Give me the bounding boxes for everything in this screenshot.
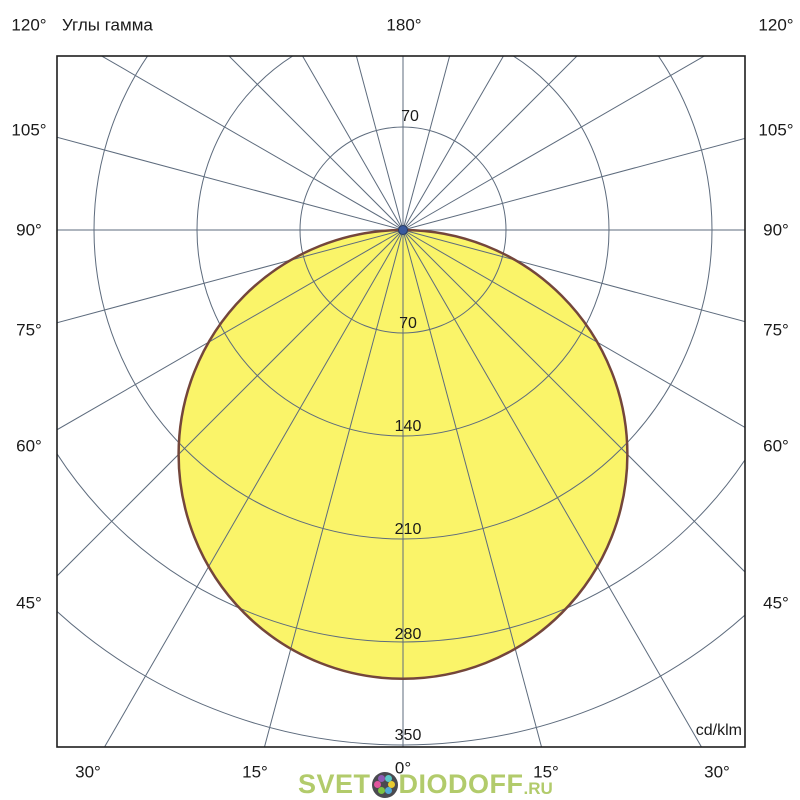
gamma-radial-330 — [103, 229, 404, 747]
watermark-text-ru: .RU — [523, 779, 553, 798]
gamma-label-right-45: 45° — [763, 593, 789, 613]
gamma-label-left-90: 90° — [16, 220, 42, 240]
logo-dot — [374, 781, 382, 788]
unit-label: cd/klm — [695, 722, 742, 739]
intensity-tick-210: 210 — [394, 521, 422, 538]
watermark-logo-icon — [371, 771, 398, 798]
gamma-radial-120 — [402, 56, 706, 231]
chart-frame — [56, 55, 746, 748]
intensity-tick-70-upper: 70 — [401, 108, 419, 125]
gamma-radial-255 — [57, 136, 404, 231]
pole-dot — [398, 225, 408, 235]
intensity-tick-140: 140 — [394, 418, 422, 435]
gamma-radial-315 — [57, 229, 404, 577]
gamma-label-left-105: 105° — [11, 120, 47, 140]
intensity-tick-350: 350 — [394, 727, 422, 744]
gamma-radial-15 — [402, 229, 543, 747]
gamma-radial-225 — [228, 56, 404, 231]
logo-dot — [377, 774, 385, 782]
gamma-radial-210 — [301, 56, 404, 231]
gamma-label-left-75: 75° — [16, 320, 42, 340]
gamma-label-right-105: 105° — [758, 120, 794, 140]
gamma-radial-30 — [402, 229, 703, 747]
gamma-radial-45 — [402, 229, 745, 573]
gamma-label-left-45: 45° — [16, 593, 42, 613]
gamma-radial-165 — [402, 56, 451, 231]
logo-dot — [377, 787, 385, 795]
logo-dot — [384, 774, 392, 782]
gamma-radial-150 — [402, 56, 505, 231]
gamma-label-left-60: 60° — [16, 436, 42, 456]
gamma-label-top-right-120: 120° — [758, 15, 794, 35]
logo-dot — [388, 781, 396, 788]
gamma-label-top-center-180: 180° — [386, 15, 422, 35]
gamma-radial-300 — [57, 229, 404, 431]
gamma-label-right-60: 60° — [763, 436, 789, 456]
gamma-radial-135 — [402, 56, 578, 231]
gamma-radial-60 — [402, 229, 745, 429]
intensity-tick-70: 70 — [399, 315, 417, 332]
gamma-radial-195 — [355, 56, 404, 231]
watermark: SVET DIODOFF .RU — [298, 771, 553, 798]
gamma-label-bottom-left-15: 15° — [242, 762, 268, 782]
gamma-radial-105 — [402, 137, 745, 231]
gamma-radial-285 — [57, 229, 404, 324]
gamma-radial-345 — [263, 229, 404, 747]
gamma-label-top-left-120: 120° — [11, 15, 47, 35]
intensity-tick-280: 280 — [394, 626, 422, 643]
gamma-label-bottom-right-15: 15° — [533, 762, 559, 782]
gamma-radial-240 — [100, 56, 404, 231]
gamma-radial-75 — [402, 229, 745, 323]
gamma-label-right-90: 90° — [763, 220, 789, 240]
gamma-label-bottom-0: 0° — [394, 758, 412, 778]
gamma-label-bottom-left-30: 30° — [75, 762, 101, 782]
gamma-label-bottom-right-30: 30° — [704, 762, 730, 782]
watermark-text-diodoff: DIODOFF — [398, 769, 524, 799]
logo-dot — [384, 787, 392, 795]
gamma-label-right-75: 75° — [763, 320, 789, 340]
chart-title: Углы гамма — [62, 15, 153, 35]
watermark-text-svet: SVET — [298, 769, 371, 799]
